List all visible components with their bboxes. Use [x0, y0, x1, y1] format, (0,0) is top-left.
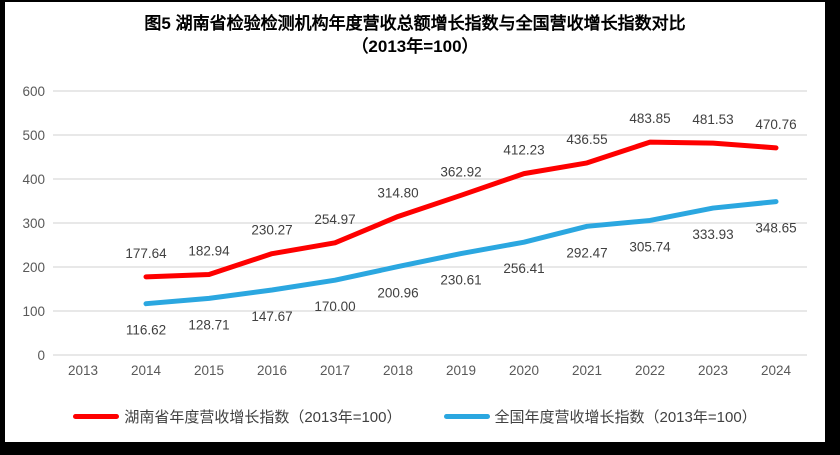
data-label: 470.76 — [755, 117, 796, 132]
x-tick-label: 2021 — [572, 363, 602, 378]
legend-label-hunan: 湖南省年度营收增长指数（2013年=100） — [124, 409, 402, 426]
legend-swatch-hunan — [73, 414, 120, 419]
data-label: 170.00 — [314, 299, 355, 314]
x-tick-label: 2017 — [320, 363, 350, 378]
data-label: 305.74 — [629, 239, 671, 254]
data-label: 200.96 — [377, 286, 418, 301]
y-tick-label: 300 — [22, 216, 45, 231]
y-tick-label: 400 — [22, 172, 45, 187]
data-label: 182.94 — [188, 244, 230, 259]
chart-canvas — [5, 2, 825, 442]
data-label: 292.47 — [566, 245, 607, 260]
x-tick-label: 2018 — [383, 363, 413, 378]
chart-title-block: 图5 湖南省检验检测机构年度营收总额增长指数与全国营收增长指数对比 （2013年… — [0, 12, 830, 58]
x-tick-label: 2013 — [68, 363, 98, 378]
y-tick-label: 0 — [37, 348, 45, 363]
series-data-labels-0: 177.64 182.94 230.27 254.97 314.80 362.92 412.… — [125, 111, 796, 261]
y-tick-label: 500 — [22, 128, 45, 143]
x-tick-label: 2022 — [635, 363, 665, 378]
data-label: 348.65 — [755, 221, 796, 236]
data-label: 333.93 — [692, 227, 733, 242]
data-label: 254.97 — [314, 212, 355, 227]
data-label: 412.23 — [503, 143, 544, 158]
data-label: 116.62 — [126, 323, 166, 338]
series-polyline-0 — [143, 139, 779, 280]
x-axis-labels: 2013 2014 2015 2016 2017 2018 2019 2020 2021 2022… — [68, 363, 792, 378]
legend-item-national: 全国年度营收增长指数（2013年=100） — [443, 406, 757, 427]
data-label: 230.61 — [440, 273, 481, 288]
series-data-labels-1: 116.62 128.71 147.67 170.00 200.96 230.61 256.… — [126, 221, 797, 338]
data-label: 256.41 — [503, 261, 544, 276]
series-polyline-1 — [143, 199, 779, 307]
x-tick-label: 2023 — [698, 363, 728, 378]
legend-label-national: 全国年度营收增长指数（2013年=100） — [494, 409, 757, 426]
y-tick-label: 200 — [22, 260, 45, 275]
legend-swatch-national — [443, 414, 490, 419]
x-tick-label: 2015 — [194, 363, 224, 378]
legend: 湖南省年度营收增长指数（2013年=100） 全国年度营收增长指数（2013年=… — [0, 406, 830, 427]
x-tick-label: 2024 — [761, 363, 792, 378]
data-label: 483.85 — [629, 111, 670, 126]
x-tick-label: 2020 — [509, 363, 539, 378]
data-label: 436.55 — [566, 132, 607, 147]
x-tick-label: 2019 — [446, 363, 476, 378]
data-label: 230.27 — [251, 223, 292, 238]
x-tick-label: 2016 — [257, 363, 287, 378]
chart-subtitle: （2013年=100） — [351, 37, 479, 56]
series-line-0 — [143, 139, 779, 280]
data-label: 481.53 — [692, 112, 733, 127]
y-tick-label: 600 — [22, 84, 45, 99]
series-line-1 — [143, 199, 779, 307]
y-tick-label: 100 — [22, 304, 45, 319]
x-tick-label: 2014 — [131, 363, 162, 378]
data-label: 314.80 — [377, 185, 418, 200]
data-label: 147.67 — [251, 309, 292, 324]
data-label: 362.92 — [440, 164, 481, 179]
y-axis-labels: 0 100 200 300 400 500 600 — [22, 84, 45, 363]
data-label: 128.71 — [188, 317, 229, 332]
chart-title: 图5 湖南省检验检测机构年度营收总额增长指数与全国营收增长指数对比 — [144, 14, 686, 33]
gridlines — [53, 90, 807, 356]
legend-item-hunan: 湖南省年度营收增长指数（2013年=100） — [73, 406, 402, 427]
data-label: 177.64 — [125, 246, 167, 261]
